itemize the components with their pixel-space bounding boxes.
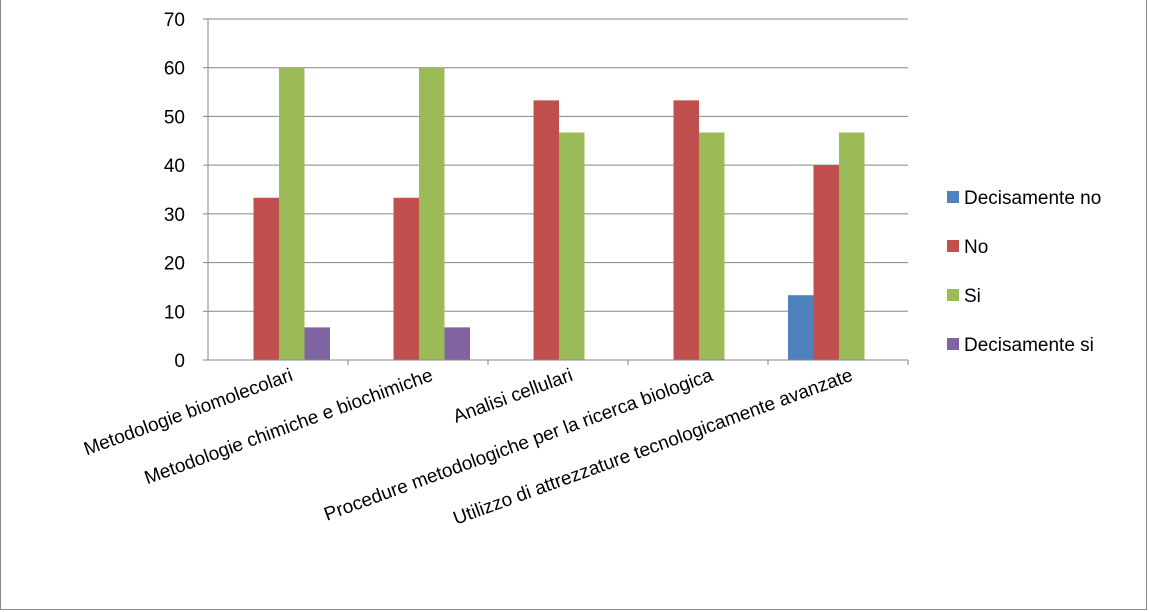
legend-swatch — [947, 289, 959, 301]
y-tick-label: 30 — [164, 205, 185, 226]
y-tick-label: 0 — [174, 351, 185, 372]
bar — [279, 67, 305, 360]
y-tick-label: 20 — [164, 254, 185, 275]
x-axis — [207, 19, 909, 365]
legend: Decisamente no No Si Decisamente si — [947, 188, 1101, 356]
legend-label: No — [964, 237, 988, 258]
y-tick-label: 50 — [164, 107, 185, 128]
bar — [559, 132, 585, 360]
legend-swatch — [947, 191, 959, 203]
y-tick-label: 60 — [164, 59, 185, 80]
bars — [253, 67, 865, 361]
bar — [673, 100, 699, 361]
bar — [419, 67, 445, 360]
legend-swatch — [947, 240, 959, 252]
bar — [839, 132, 865, 360]
legend-label: Decisamente no — [964, 188, 1101, 209]
bar — [444, 327, 470, 360]
x-category-label: Analisi cellulari — [450, 365, 575, 428]
bar — [253, 197, 279, 360]
legend-label: Si — [964, 286, 981, 307]
legend-label: Decisamente si — [964, 335, 1094, 356]
bar — [304, 327, 330, 360]
y-tick-label: 10 — [164, 302, 185, 323]
bar — [788, 295, 814, 360]
y-axis-ticks: 0 10 20 30 40 50 60 70 — [164, 10, 208, 372]
bar — [699, 132, 725, 360]
y-tick-label: 40 — [164, 156, 185, 177]
bar — [393, 197, 419, 360]
bar — [813, 165, 839, 360]
legend-swatch — [947, 338, 959, 350]
y-tick-label: 70 — [164, 10, 185, 31]
bar — [533, 100, 559, 361]
